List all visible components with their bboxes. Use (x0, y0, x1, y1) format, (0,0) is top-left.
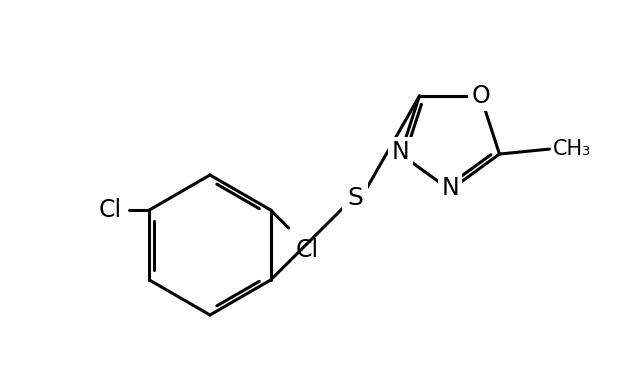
Text: Cl: Cl (99, 198, 122, 222)
Text: N: N (392, 140, 410, 164)
Text: CH₃: CH₃ (552, 139, 591, 159)
Text: S: S (347, 186, 363, 210)
Text: O: O (471, 84, 490, 108)
Text: Cl: Cl (296, 238, 319, 262)
Text: N: N (441, 176, 459, 200)
